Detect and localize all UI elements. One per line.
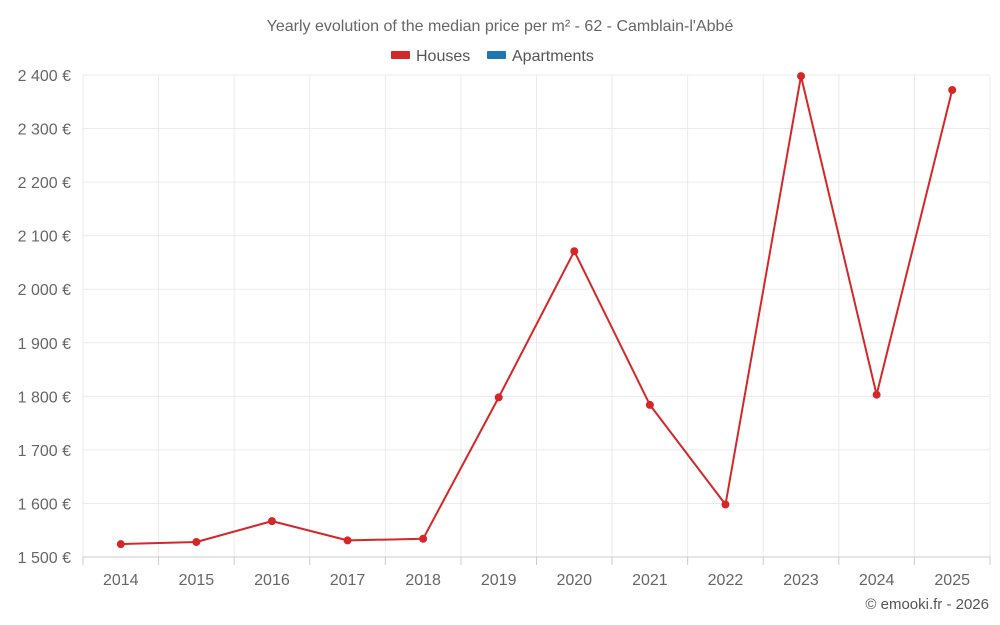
data-point-houses-2014[interactable]: [116, 540, 125, 549]
data-point-houses-2022[interactable]: [721, 500, 730, 509]
legend-label-apartments: Apartments: [512, 48, 594, 65]
y-tick-label: 1 800 €: [18, 389, 71, 406]
data-point-houses-2024[interactable]: [872, 390, 881, 399]
legend-swatch-houses: [391, 51, 410, 59]
legend: Houses Apartments: [391, 48, 594, 65]
x-tick-label: 2025: [934, 572, 970, 589]
x-gridlines: [82, 75, 991, 557]
data-point-houses-2025[interactable]: [948, 85, 957, 94]
data-point-houses-2015[interactable]: [192, 538, 201, 547]
x-tick-label: 2022: [708, 572, 744, 589]
x-tick-label: 2024: [859, 572, 895, 589]
y-tick-label: 2 200 €: [18, 175, 71, 192]
y-tick-label: 1 900 €: [18, 336, 71, 353]
x-tick-label: 2015: [179, 572, 215, 589]
data-point-houses-2021[interactable]: [645, 400, 654, 409]
x-tick-label: 2014: [103, 572, 139, 589]
y-tick-label: 1 500 €: [18, 550, 71, 567]
legend-item-houses[interactable]: Houses: [391, 48, 470, 65]
series-line-houses: [119, 75, 954, 546]
x-tick-label: 2021: [632, 572, 668, 589]
x-tick-label: 2023: [783, 572, 819, 589]
data-point-houses-2020[interactable]: [570, 247, 579, 256]
x-tick-label: 2020: [556, 572, 592, 589]
data-point-houses-2019[interactable]: [494, 393, 503, 402]
y-axis-ticks: 1 500 € 1 600 € 1 700 € 1 800 € 1 900 € 2 000…: [18, 68, 71, 567]
legend-swatch-apartments: [487, 51, 506, 59]
legend-item-apartments[interactable]: Apartments: [487, 48, 594, 65]
series-layer: [116, 72, 957, 549]
data-point-houses-2016[interactable]: [267, 517, 276, 526]
credit-text: © emooki.fr - 2026: [865, 596, 989, 613]
data-point-houses-2023[interactable]: [797, 72, 806, 81]
y-tick-label: 1 600 €: [18, 496, 71, 513]
y-tick-label: 2 400 €: [18, 68, 71, 85]
x-tick-label: 2016: [254, 572, 290, 589]
legend-label-houses: Houses: [416, 48, 470, 65]
x-axis-ticks: 2014 2015 2016 2017 2018 2019 2020 2021 2022 2023…: [82, 557, 991, 589]
data-point-houses-2018[interactable]: [419, 534, 428, 543]
chart-title: Yearly evolution of the median price per…: [267, 18, 734, 35]
y-tick-label: 2 000 €: [18, 282, 71, 299]
x-tick-label: 2018: [405, 572, 441, 589]
y-tick-label: 2 300 €: [18, 122, 71, 139]
x-tick-label: 2017: [330, 572, 366, 589]
y-tick-label: 1 700 €: [18, 443, 71, 460]
y-tick-label: 2 100 €: [18, 229, 71, 246]
x-tick-label: 2019: [481, 572, 517, 589]
data-point-houses-2017[interactable]: [343, 536, 352, 545]
